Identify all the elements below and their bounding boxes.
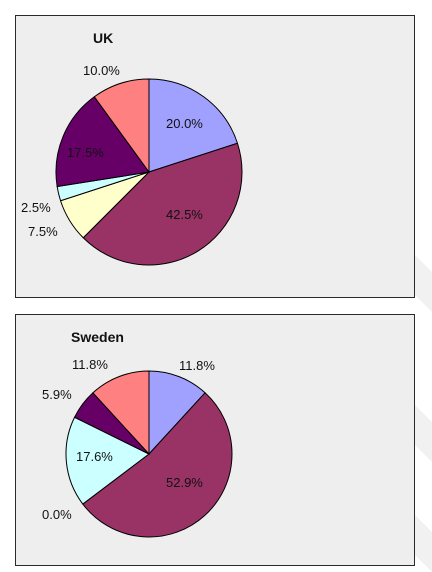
slice-label: 0.0% <box>42 507 72 522</box>
pie-slice <box>148 78 239 173</box>
pie-slice <box>55 96 150 188</box>
uk-pie-chart: UK 20.0% 42.5% 7.5% 2.5% 17.5% 10.0% <box>21 30 243 266</box>
pie-slice <box>82 392 233 538</box>
slice-label: 17.5% <box>67 145 104 160</box>
slice-label: 11.8% <box>72 357 108 372</box>
chart-title: Sweden <box>71 329 124 345</box>
pie-slice <box>65 416 150 505</box>
slice-label: 52.9% <box>166 475 203 490</box>
pie-slice <box>93 78 150 174</box>
slice-label: 17.6% <box>76 449 113 464</box>
slice-label: 11.8% <box>179 358 215 373</box>
slice-label: 42.5% <box>166 207 203 222</box>
slice-label: 5.9% <box>42 387 72 402</box>
pie-slice <box>92 370 150 456</box>
sweden-chart-panel: Sweden 11.8% 52.9% 0.0% 17.6% 5.9% 11.8% <box>15 314 415 566</box>
pie-slice <box>148 370 206 456</box>
slice-label: 7.5% <box>28 224 58 239</box>
slice-label: 10.0% <box>83 63 120 78</box>
chart-title: UK <box>93 30 113 46</box>
uk-chart-panel: UK 20.0% 42.5% 7.5% 2.5% 17.5% 10.0% <box>15 15 415 298</box>
slice-label: 2.5% <box>21 200 51 215</box>
pie-slice <box>82 142 243 266</box>
slice-label: 20.0% <box>166 116 203 131</box>
sweden-pie-chart: Sweden 11.8%52.9%0.0%17.6%5.9%11.8% <box>42 329 233 538</box>
